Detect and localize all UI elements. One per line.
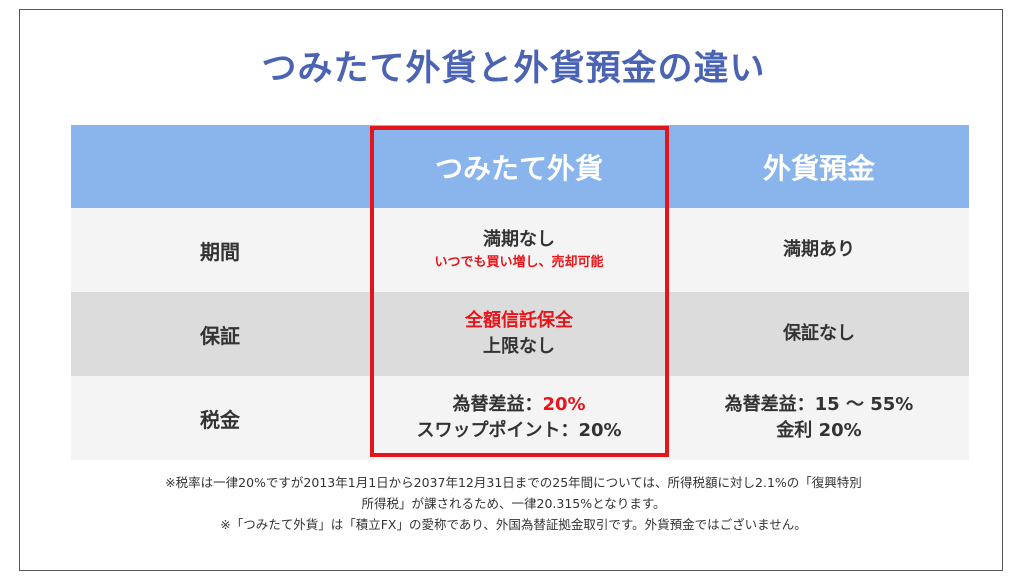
tax-tsumitate-line1-prefix: 為替差益： bbox=[452, 394, 543, 415]
page-title: つみたて外貨と外貨預金の違い bbox=[261, 49, 766, 89]
footnote-line1: ※税率は一律20%ですが2013年1月1日から2037年12月31日までの25年… bbox=[165, 475, 862, 490]
guarantee-deposit-cell: 保証なし bbox=[783, 323, 855, 344]
header-tsumitate: つみたて外貨 bbox=[434, 151, 603, 185]
tax-tsumitate-line2: スワップポイント：20% bbox=[416, 420, 622, 441]
table-row: 期間 満期なし いつでも買い増し、売却可能 満期あり bbox=[71, 208, 969, 292]
footnote-line3: ※「つみたて外貨」は「積立FX」の愛称であり、外国為替証拠金取引です。外貨預金で… bbox=[220, 517, 807, 532]
tax-tsumitate-cell: 為替差益：20% スワップポイント：20% bbox=[369, 376, 669, 460]
row-label-tax: 税金 bbox=[200, 407, 240, 432]
guarantee-tsumitate-highlight: 全額信託保全 bbox=[465, 310, 573, 331]
footnotes: ※税率は一律20%ですが2013年1月1日から2037年12月31日までの25年… bbox=[0, 472, 1027, 535]
tax-tsumitate-line1: 為替差益：20% bbox=[452, 392, 585, 418]
table-row: 税金 為替差益：20% スワップポイント：20% 為替差益：15 ～ 55% 金… bbox=[71, 376, 969, 460]
period-deposit-cell: 満期あり bbox=[783, 239, 855, 260]
guarantee-tsumitate-main: 上限なし bbox=[483, 336, 555, 357]
row-label-guarantee: 保証 bbox=[200, 323, 240, 348]
period-tsumitate-cell: 満期なし いつでも買い増し、売却可能 bbox=[369, 208, 669, 292]
tax-deposit-cell: 為替差益：15 ～ 55% 金利 20% bbox=[669, 376, 969, 460]
table-row: 保証 全額信託保全 上限なし 保証なし bbox=[71, 292, 969, 376]
table-header-row: つみたて外貨 外貨預金 bbox=[71, 125, 969, 208]
header-empty-cell bbox=[71, 125, 369, 208]
tax-deposit-line1: 為替差益：15 ～ 55% bbox=[724, 394, 914, 415]
tax-deposit-line2: 金利 20% bbox=[776, 420, 862, 441]
period-tsumitate-main: 満期なし bbox=[483, 229, 555, 250]
guarantee-tsumitate-cell: 全額信託保全 上限なし bbox=[369, 292, 669, 376]
period-tsumitate-sub: いつでも買い増し、売却可能 bbox=[434, 255, 604, 270]
tax-tsumitate-line1-value: 20% bbox=[542, 394, 586, 415]
footnote-line2: 所得税」が課されるため、一律20.315%となります。 bbox=[361, 496, 666, 511]
header-deposit: 外貨預金 bbox=[762, 151, 875, 185]
row-label-period: 期間 bbox=[200, 239, 240, 264]
